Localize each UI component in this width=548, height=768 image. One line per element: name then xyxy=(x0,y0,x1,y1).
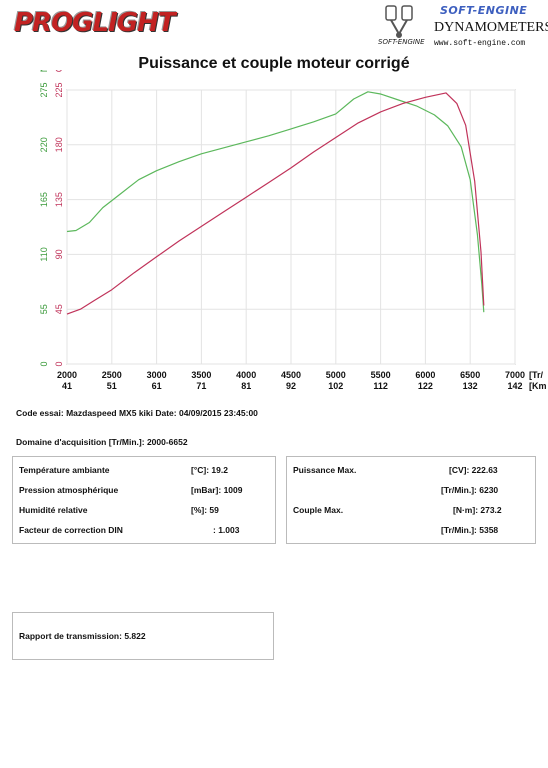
proglight-logo: PROGLIGHT xyxy=(14,6,176,50)
chart-title: Puissance et couple moteur corrigé xyxy=(138,55,410,72)
dyno-chart: 2000412500513000613500714000814500925000… xyxy=(39,70,547,391)
x2-tick-label: 71 xyxy=(196,381,206,391)
x2-tick-label: 132 xyxy=(463,381,478,391)
x-tick-label: 3500 xyxy=(191,370,211,380)
x-tick-label: 4500 xyxy=(281,370,301,380)
conditions-box: Température ambiante [°C]: 19.2 Pression… xyxy=(12,456,276,544)
domaine-acquisition: Domaine d'acquisition [Tr/Min.]: 2000-66… xyxy=(16,437,188,447)
code-essai: Code essai: Mazdaspeed MX5 kiki Date: 04… xyxy=(16,408,258,418)
couple-max-label: Couple Max. xyxy=(293,505,344,515)
y-tick-label-cv: 45 xyxy=(54,304,64,314)
brand-url: www.soft-engine.com xyxy=(434,39,526,48)
brand-top: SOFT-ENGINE xyxy=(440,4,528,17)
temp-label: Température ambiante xyxy=(19,465,110,475)
torque-curve xyxy=(66,91,485,313)
engine-icon xyxy=(385,5,413,38)
y-tick-label-cv: 225 xyxy=(54,82,64,97)
couple-rpm-value: [Tr/Min.]: 5358 xyxy=(441,525,499,535)
x-tick-label: 6500 xyxy=(460,370,480,380)
y-tick-label-cv: 90 xyxy=(54,249,64,259)
rapport-box: Rapport de transmission: 5.822 xyxy=(12,612,274,660)
soft-engine-logo: SOFT-ENGINE DYNAMOMETERS SOFT-ENGINE www… xyxy=(372,2,548,50)
x2-tick-label: 122 xyxy=(418,381,433,391)
x2-tick-label: 61 xyxy=(152,381,162,391)
x-tick-label: 5000 xyxy=(326,370,346,380)
x2-tick-label: 81 xyxy=(241,381,251,391)
x2-tick-label: 92 xyxy=(286,381,296,391)
humidite-value: [%]: 59 xyxy=(191,505,219,515)
y-axis-label-nm: N m xyxy=(39,70,49,72)
y-tick-label-cv: 180 xyxy=(54,137,64,152)
facteur-value: : 1.003 xyxy=(213,525,240,535)
brand-main: DYNAMOMETERS xyxy=(434,20,548,35)
y-tick-label-nm: 0 xyxy=(39,361,49,366)
x-tick-label: 3000 xyxy=(147,370,167,380)
x2-tick-label: 41 xyxy=(62,381,72,391)
x2-tick-label: 142 xyxy=(507,381,522,391)
x-tick-label: 6000 xyxy=(415,370,435,380)
x-tick-label: 7000 xyxy=(505,370,525,380)
power-curve xyxy=(66,92,485,315)
temp-value: [°C]: 19.2 xyxy=(191,465,228,475)
puissance-rpm-value: [Tr/Min.]: 6230 xyxy=(441,485,499,495)
facteur-label: Facteur de correction DIN xyxy=(19,525,123,535)
x2-unit-label: [Km xyxy=(529,381,547,391)
results-box: Puissance Max. [CV]: 222.63 [Tr/Min.]: 6… xyxy=(286,456,536,544)
x2-tick-label: 102 xyxy=(328,381,343,391)
brand-small: SOFT-ENGINE xyxy=(378,38,425,46)
y-tick-label-nm: 275 xyxy=(39,82,49,97)
y-tick-label-nm: 220 xyxy=(39,137,49,152)
couple-max-value: [N·m]: 273.2 xyxy=(453,505,502,515)
rapport-transmission: Rapport de transmission: 5.822 xyxy=(19,631,146,641)
y-tick-label-nm: 110 xyxy=(39,247,49,261)
x2-tick-label: 51 xyxy=(107,381,117,391)
y-tick-label-nm: 165 xyxy=(39,192,49,207)
x2-tick-label: 112 xyxy=(373,381,388,391)
humidite-label: Humidité relative xyxy=(19,505,88,515)
pression-value: [mBar]: 1009 xyxy=(191,485,243,495)
x-unit-label: [Tr/ xyxy=(529,370,544,380)
proglight-logo-text: PROGLIGHT xyxy=(14,8,176,38)
puissance-max-label: Puissance Max. xyxy=(293,465,357,475)
x-tick-label: 4000 xyxy=(236,370,256,380)
y-tick-label-nm: 55 xyxy=(39,304,49,314)
pression-label: Pression atmosphérique xyxy=(19,485,119,495)
y-tick-label-cv: 0 xyxy=(54,361,64,366)
x-tick-label: 2500 xyxy=(102,370,122,380)
x-tick-label: 5500 xyxy=(371,370,391,380)
y-axis-label-cv: CV xyxy=(54,70,64,72)
y-tick-label-cv: 135 xyxy=(54,192,64,207)
x-tick-label: 2000 xyxy=(57,370,77,380)
puissance-max-value: [CV]: 222.63 xyxy=(449,465,498,475)
